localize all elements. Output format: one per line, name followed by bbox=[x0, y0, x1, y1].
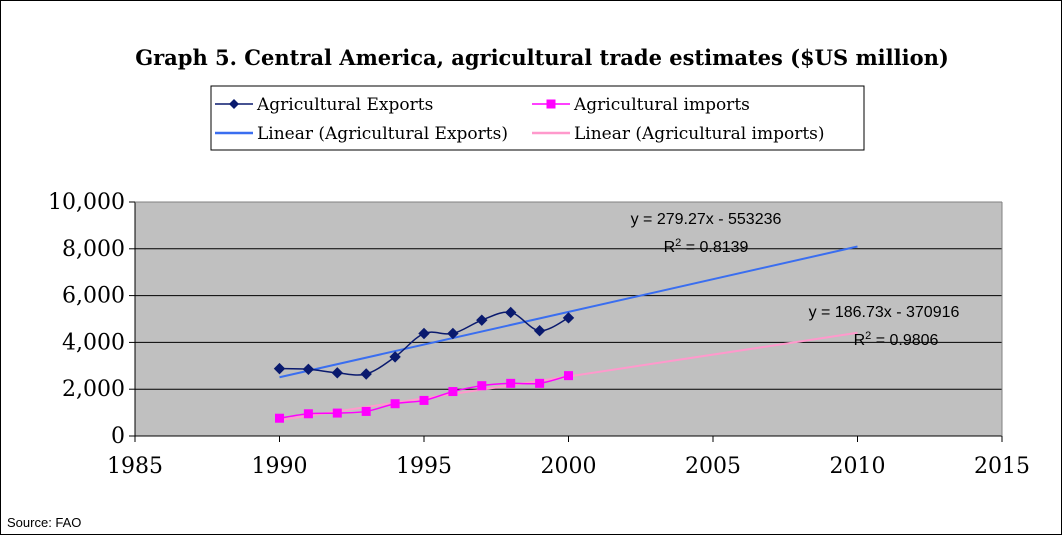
trendline-exports bbox=[279, 245, 858, 379]
data-point-imports bbox=[275, 413, 284, 423]
data-point-imports bbox=[448, 387, 458, 397]
x-tick-label: 2005 bbox=[685, 454, 741, 479]
data-point-exports bbox=[476, 314, 488, 326]
trend-equation-imports: y = 186.73x - 370916 bbox=[809, 304, 960, 321]
legend-entry: Linear (Agricultural Exports) bbox=[215, 124, 508, 144]
legend-entry: Agricultural Exports bbox=[215, 95, 433, 115]
data-point-imports bbox=[564, 371, 573, 381]
data-point-exports bbox=[418, 327, 430, 340]
data-point-imports bbox=[303, 409, 313, 419]
data-point-exports bbox=[389, 351, 401, 363]
y-tick-label: 10,000 bbox=[48, 190, 125, 215]
data-point-exports bbox=[447, 327, 459, 340]
data-point-exports bbox=[562, 312, 575, 324]
chart-title: Graph 5. Central America, agricultural t… bbox=[135, 45, 949, 70]
y-tick-label: 0 bbox=[111, 424, 125, 449]
legend-entry: Linear (Agricultural imports) bbox=[532, 124, 825, 144]
data-point-imports bbox=[477, 381, 487, 391]
legend: Agricultural Exports Agricultural imports… bbox=[210, 85, 865, 151]
y-tick-label: 8,000 bbox=[62, 237, 125, 262]
y-tick-label: 2,000 bbox=[62, 377, 125, 402]
source-note: Source: FAO bbox=[7, 515, 81, 530]
legend-marker bbox=[546, 99, 556, 109]
legend-label: Linear (Agricultural imports) bbox=[574, 124, 825, 144]
data-point-imports bbox=[535, 378, 545, 388]
legend-label: Linear (Agricultural Exports) bbox=[257, 124, 508, 144]
data-point-exports bbox=[331, 367, 344, 379]
trend-r2-imports: R2 = 0.9806 bbox=[854, 330, 939, 349]
x-tick-label: 2000 bbox=[541, 454, 597, 479]
y-tick-label: 4,000 bbox=[62, 330, 125, 355]
legend-box bbox=[210, 85, 865, 151]
data-point-exports bbox=[273, 362, 286, 375]
data-point-imports bbox=[361, 406, 371, 416]
x-tick-label: 1995 bbox=[396, 454, 452, 479]
y-tick-label: 6,000 bbox=[62, 284, 125, 309]
data-point-exports bbox=[360, 368, 372, 380]
x-tick-label: 2015 bbox=[974, 454, 1030, 479]
data-point-imports bbox=[390, 399, 400, 409]
data-point-imports bbox=[419, 395, 429, 405]
data-point-imports bbox=[506, 378, 516, 388]
data-point-exports bbox=[533, 324, 546, 337]
data-point-exports bbox=[302, 363, 315, 376]
x-tick-label: 2010 bbox=[830, 454, 886, 479]
x-tick-label: 1990 bbox=[252, 454, 308, 479]
data-point-exports bbox=[504, 306, 517, 319]
legend-label: Agricultural Exports bbox=[256, 95, 433, 115]
plot-area: 0 2,000 4,000 6,000 8,000 10,000 1985 1990 1995 2… bbox=[48, 190, 1030, 479]
trend-equation-exports: y = 279.27x - 553236 bbox=[631, 211, 782, 228]
legend-entry: Agricultural imports bbox=[532, 95, 750, 115]
data-point-imports bbox=[332, 408, 342, 418]
trend-r2-exports: R2 = 0.8139 bbox=[664, 237, 749, 256]
legend-marker bbox=[229, 99, 239, 109]
legend-label: Agricultural imports bbox=[573, 95, 750, 115]
x-tick-label: 1985 bbox=[107, 454, 163, 479]
